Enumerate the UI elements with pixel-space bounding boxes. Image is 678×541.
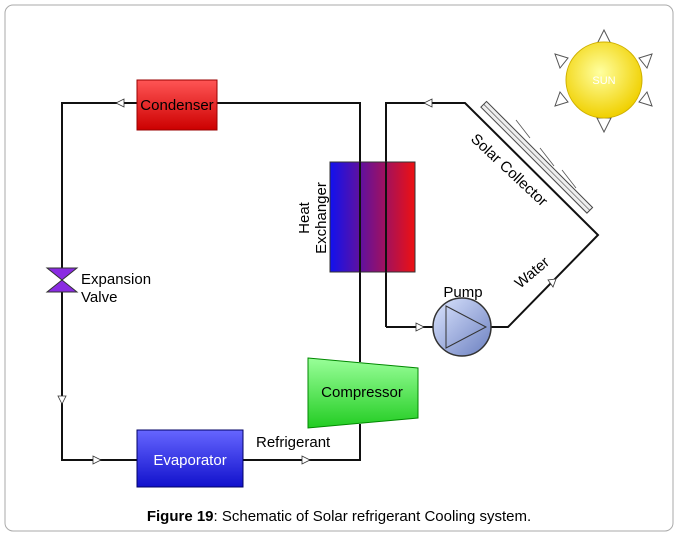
- compressor-label: Compressor: [321, 384, 403, 401]
- caption: Figure 19: Schematic of Solar refrigeran…: [147, 508, 531, 525]
- pump: [432, 297, 492, 357]
- condenser: [136, 79, 218, 131]
- caption-text: : Schematic of Solar refrigerant Cooling…: [214, 508, 532, 525]
- heat-exchanger: [329, 161, 416, 273]
- compressor: [307, 357, 419, 429]
- pump-label: Pump: [443, 284, 482, 301]
- evaporator: [136, 429, 244, 488]
- expansion-valve-label: Expansion: [81, 271, 151, 288]
- pump-symbol: [445, 305, 488, 349]
- heat-exchanger-label: Exchanger: [313, 182, 330, 254]
- expansion-valve: [45, 267, 79, 293]
- sun-triangles: [554, 28, 653, 134]
- refrigerant-label: Refrigerant: [256, 434, 331, 451]
- sun: [565, 41, 643, 119]
- heat-exchanger-label: Heat: [296, 201, 313, 234]
- sun-label: SUN: [592, 75, 615, 87]
- sun-rays: [515, 119, 577, 189]
- water-line: [385, 102, 600, 328]
- evaporator-label: Evaporator: [153, 452, 226, 469]
- condenser-label: Condenser: [140, 97, 213, 114]
- expansion-valve-label: Valve: [81, 289, 117, 306]
- solar-collector: [480, 100, 594, 214]
- caption-label: Figure 19: [147, 508, 214, 525]
